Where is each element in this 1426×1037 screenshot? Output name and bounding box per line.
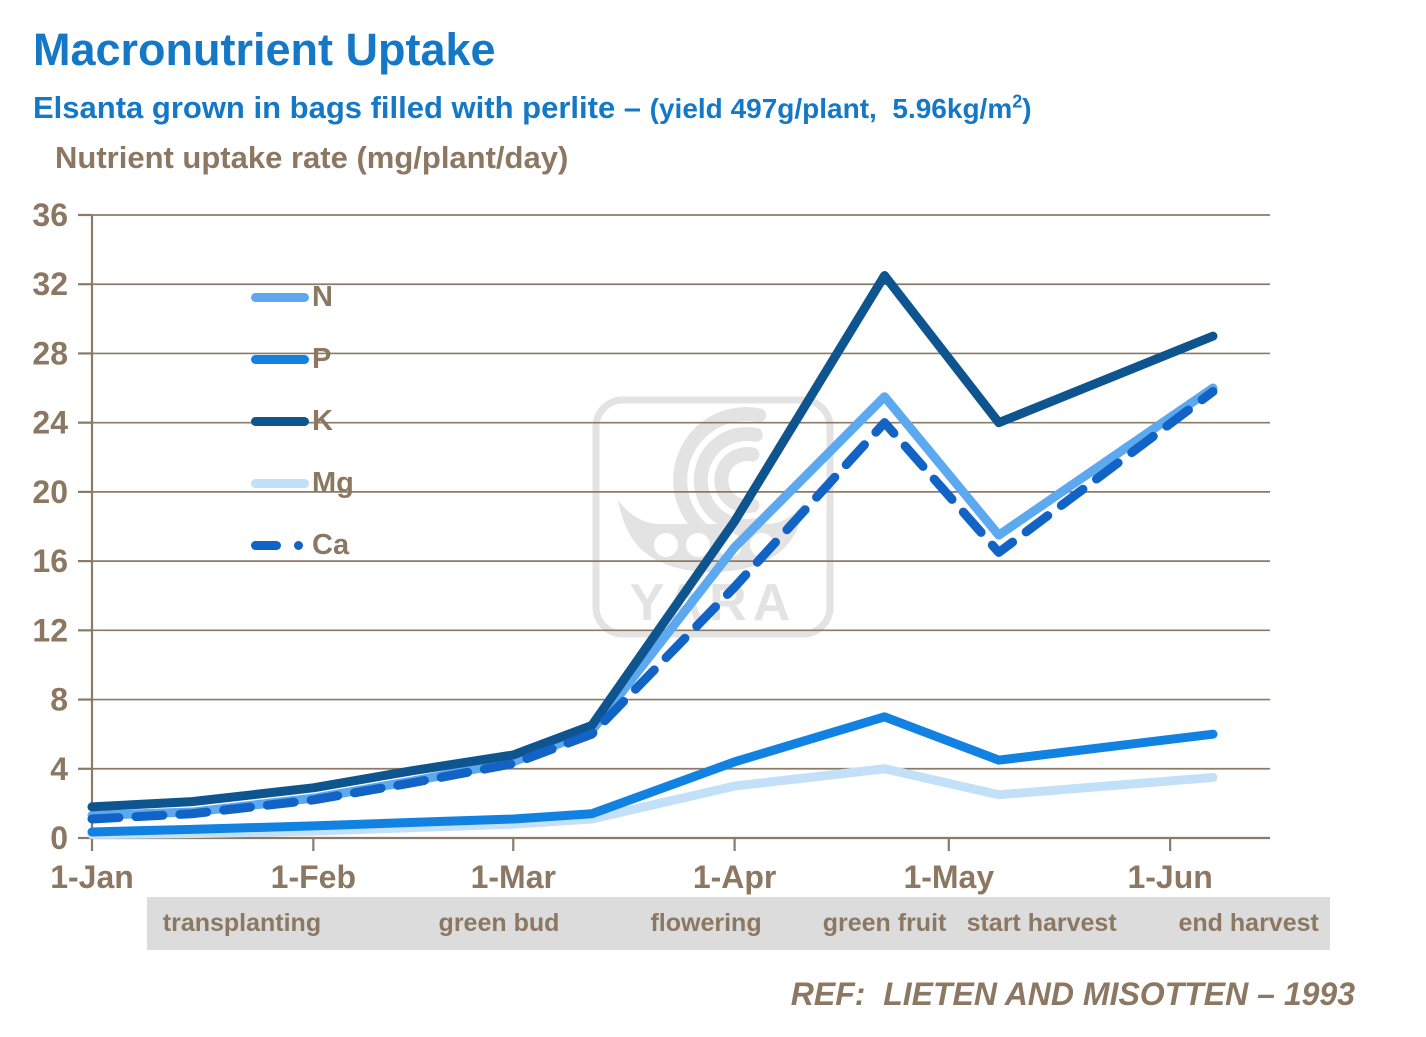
legend-swatch-Ca bbox=[251, 540, 309, 550]
legend-swatch-N bbox=[251, 292, 309, 302]
stage-label-transplanting: transplanting bbox=[162, 909, 322, 937]
stage-label-green-fruit: green fruit bbox=[822, 909, 947, 937]
y-tick-label-20: 20 bbox=[32, 474, 68, 510]
x-tick-label-1-Apr: 1-Apr bbox=[693, 859, 777, 895]
legend-item-N: N bbox=[251, 280, 354, 314]
y-tick-label-8: 8 bbox=[50, 682, 68, 718]
y-tick-label-0: 0 bbox=[50, 820, 68, 856]
series-line-P bbox=[87, 712, 1218, 837]
y-tick-label-4: 4 bbox=[50, 751, 68, 787]
legend-item-Mg: Mg bbox=[251, 466, 354, 500]
page-title: Macronutrient Uptake bbox=[33, 24, 496, 75]
legend-label-Ca: Ca bbox=[312, 529, 350, 561]
y-tick-label-28: 28 bbox=[32, 335, 68, 371]
y-axis-title: Nutrient uptake rate (mg/plant/day) bbox=[55, 140, 569, 175]
chart-legend: N P K Mg Ca bbox=[251, 280, 354, 590]
series-line-Mg bbox=[87, 764, 1218, 840]
reference-text: REF: LIETEN AND MISOTTEN – 1993 bbox=[790, 976, 1355, 1012]
y-tick-label-12: 12 bbox=[32, 612, 68, 648]
legend-label-N: N bbox=[312, 281, 333, 313]
y-tick-label-32: 32 bbox=[32, 266, 68, 302]
legend-swatch-P bbox=[251, 354, 309, 364]
legend-item-K: K bbox=[251, 404, 354, 438]
y-tick-label-36: 36 bbox=[32, 197, 68, 233]
page-subtitle: Elsanta grown in bags filled with perlit… bbox=[33, 90, 1032, 126]
legend-swatch-K bbox=[251, 416, 309, 426]
legend-label-P: P bbox=[312, 343, 332, 375]
legend-swatch-Mg bbox=[251, 478, 309, 488]
subtitle-detail-superscript: 2 bbox=[1012, 91, 1023, 112]
legend-item-Ca: Ca bbox=[251, 528, 354, 562]
subtitle-main: Elsanta grown in bags filled with perlit… bbox=[33, 90, 650, 125]
legend-item-P: P bbox=[251, 342, 354, 376]
subtitle-detail-post: ) bbox=[1022, 93, 1032, 124]
stage-label-flowering: flowering bbox=[650, 909, 762, 937]
series-line-Ca bbox=[87, 387, 1218, 824]
subtitle-detail: (yield 497g/plant, 5.96kg/m2) bbox=[649, 91, 1032, 124]
x-tick-label-1-Feb: 1-Feb bbox=[271, 859, 356, 895]
x-tick-label-1-Jun: 1-Jun bbox=[1127, 859, 1212, 895]
stage-label-green-bud: green bud bbox=[438, 909, 560, 937]
series-line-K bbox=[87, 271, 1218, 812]
stage-label-end-harvest: end harvest bbox=[1178, 909, 1319, 937]
growth-stage-band: transplanting green bud flowering green fru… bbox=[147, 897, 1330, 950]
stage-label-start-harvest: start harvest bbox=[966, 909, 1117, 937]
legend-label-Mg: Mg bbox=[312, 467, 354, 499]
x-tick-label-1-Mar: 1-Mar bbox=[471, 859, 556, 895]
y-tick-label-16: 16 bbox=[32, 543, 68, 579]
yara-watermark-logo: YARA bbox=[592, 396, 834, 638]
x-tick-label-1-May: 1-May bbox=[903, 859, 994, 895]
y-tick-label-24: 24 bbox=[32, 405, 68, 441]
legend-label-K: K bbox=[312, 405, 333, 437]
subtitle-detail-pre: (yield 497g/plant, 5.96kg/m bbox=[649, 93, 1013, 124]
x-tick-label-1-Jan: 1-Jan bbox=[50, 859, 134, 895]
watermark-frame bbox=[592, 396, 834, 638]
